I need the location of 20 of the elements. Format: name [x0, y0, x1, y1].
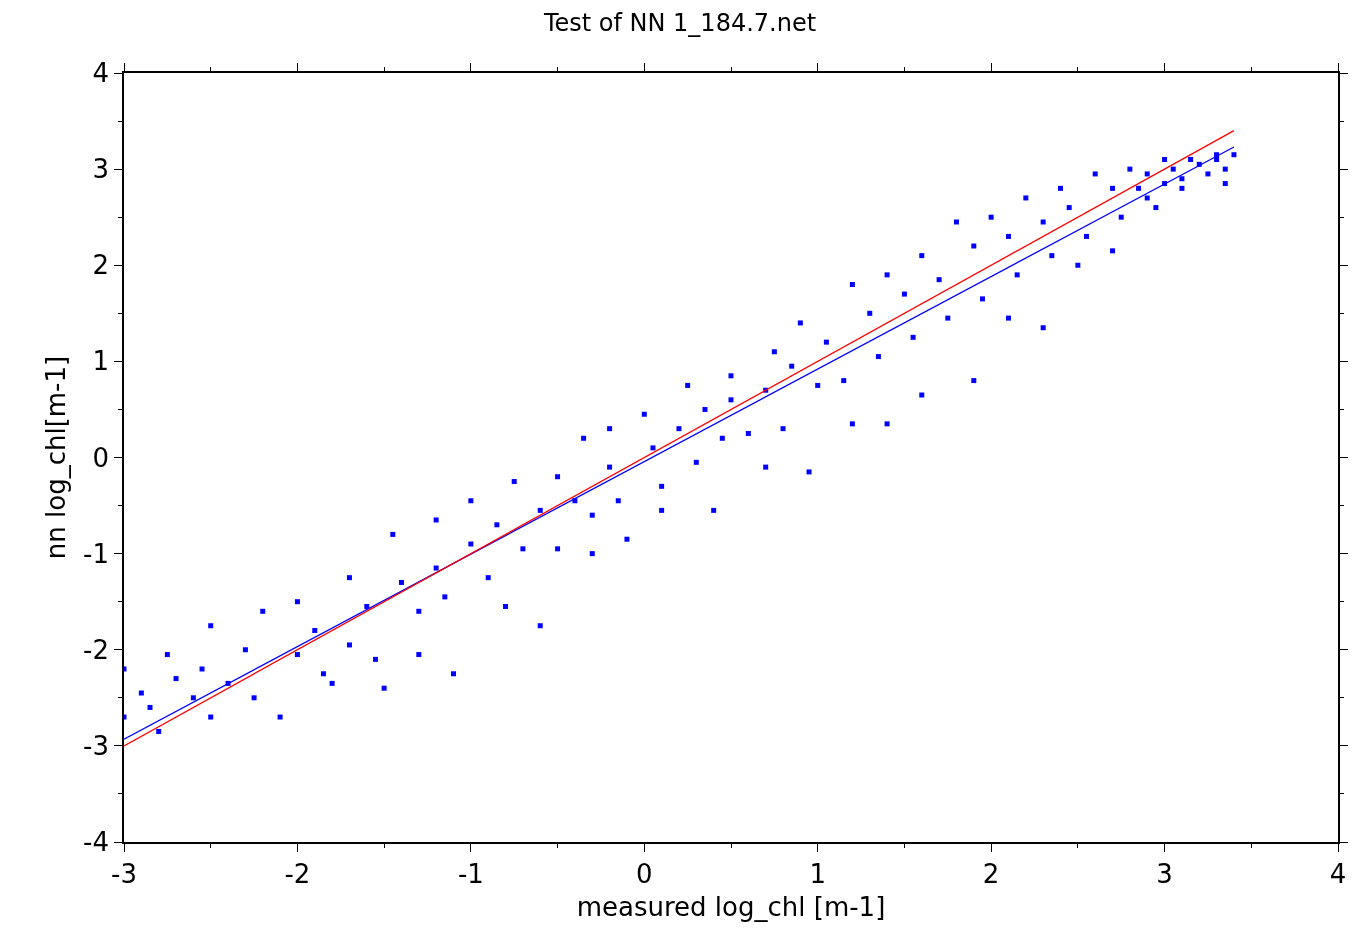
y-tick-label: 1: [92, 346, 110, 377]
y-axis-title: nn log_chl[m-1]: [41, 355, 72, 560]
y-tick-label: -3: [83, 730, 110, 761]
y-tick-label: -1: [83, 538, 110, 569]
y-tick-label: -4: [83, 827, 110, 858]
x-tick-label: -2: [284, 858, 311, 889]
y-tick-label: 0: [92, 442, 110, 473]
y-tick-label: -2: [83, 634, 110, 665]
x-tick-label: -3: [111, 858, 137, 889]
y-tick-label: 3: [92, 154, 110, 185]
x-tick-label: 0: [636, 858, 653, 889]
x-tick-label: 2: [982, 858, 1000, 889]
chart-title: Test of NN 1_184.7.net: [542, 9, 817, 38]
y-tick-label: 4: [92, 58, 110, 89]
x-tick-label: -1: [457, 858, 484, 889]
x-axis-title: measured log_chl [m-1]: [576, 892, 886, 923]
x-tick-label: 3: [1156, 858, 1173, 889]
y-tick-label: 2: [92, 250, 110, 281]
x-tick-label: 4: [1329, 858, 1347, 889]
x-tick-label: 1: [809, 858, 826, 889]
